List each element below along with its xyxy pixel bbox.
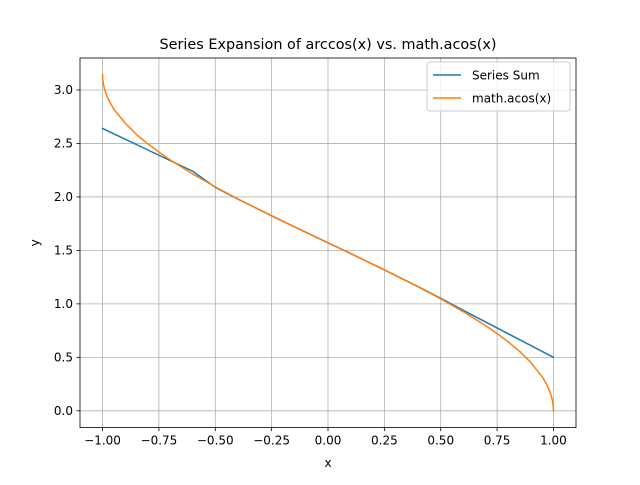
- x-tick-label: 1.00: [540, 434, 567, 448]
- legend: Series Sum math.acos(x): [426, 61, 571, 112]
- y-tick-label: 2.5: [54, 137, 73, 151]
- x-tick-label: −0.75: [141, 434, 178, 448]
- y-tick-label: 0.0: [54, 404, 73, 418]
- y-tick-label: 1.0: [54, 297, 73, 311]
- y-tick-label: 3.0: [54, 83, 73, 97]
- x-tick-label: 0.50: [427, 434, 454, 448]
- y-axis-ticks: 0.0 0.5 1.0 1.5 2.0 2.5 3.0: [54, 83, 80, 418]
- y-tick-label: 0.5: [54, 351, 73, 365]
- y-tick-label: 2.0: [54, 190, 73, 204]
- x-tick-label: −0.50: [197, 434, 234, 448]
- math-acos-line: [101, 74, 555, 412]
- x-tick-label: 0.25: [371, 434, 398, 448]
- y-axis-label: y: [28, 239, 42, 246]
- chart-title: Series Expansion of arccos(x) vs. math.a…: [160, 37, 497, 53]
- legend-label-series-sum: Series Sum: [472, 69, 540, 83]
- x-axis-label: x: [324, 456, 331, 470]
- x-tick-label: −0.25: [253, 434, 290, 448]
- series-layer: [101, 74, 555, 412]
- legend-box: [426, 61, 571, 112]
- x-tick-label: 0.75: [484, 434, 511, 448]
- x-tick-label: 0.00: [315, 434, 342, 448]
- x-tick-label: −1.00: [84, 434, 121, 448]
- y-tick-label: 1.5: [54, 244, 73, 258]
- x-axis-ticks: −1.00 −0.75 −0.50 −0.25 0.00 0.25 0.50 0.75 1.00: [84, 427, 567, 448]
- legend-label-math-acos: math.acos(x): [472, 92, 551, 106]
